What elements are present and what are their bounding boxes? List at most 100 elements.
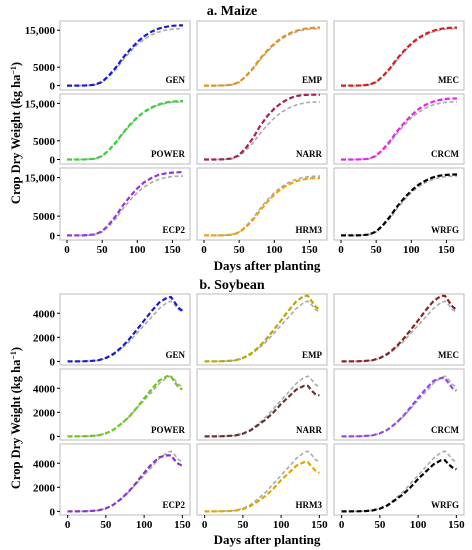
soybean-x-axis-label: Days after planting [214, 532, 321, 547]
panel-label: NARR [296, 149, 322, 159]
panel-frame [333, 293, 465, 366]
x-tick-label: 150 [174, 519, 191, 531]
soybean-y-axis-label: Crop Dry Weight (kg ha−1) [9, 347, 24, 489]
y-tick-label: 2000 [33, 332, 56, 344]
x-tick-label: 100 [129, 244, 146, 256]
series-line-mec [341, 294, 458, 363]
x-tick-label: 50 [237, 519, 249, 531]
maize-panel-mec: MEC [333, 20, 465, 91]
reference-series-line [204, 300, 320, 363]
panel-frame [196, 20, 328, 91]
x-tick-label: 50 [374, 519, 386, 531]
reference-series-line [67, 450, 183, 513]
series-line-ecp2 [67, 171, 183, 237]
x-tick-label: 50 [234, 244, 246, 256]
x-tick-label: 150 [164, 244, 181, 256]
x-tick-label: 0 [339, 519, 345, 531]
maize-panel-wrfg: WRFG 0 50 100 150 [333, 167, 465, 256]
panel-frame [196, 293, 328, 366]
y-tick-label: 2000 [33, 482, 56, 494]
y-tick-label: 15,000 [25, 98, 56, 110]
series-line-mec [341, 26, 457, 87]
y-tick-label: 5000 [33, 62, 56, 74]
x-tick-label: 0 [201, 244, 207, 256]
x-tick-label: 0 [202, 519, 208, 531]
reference-series-line [204, 450, 320, 513]
panel-frame [59, 293, 191, 366]
soybean-panel-wrfg: WRFG 0 50 100 150 [333, 443, 465, 531]
x-tick-label: 100 [403, 244, 420, 256]
y-tick-label: 5000 [33, 211, 56, 223]
panel-label: GEN [165, 350, 185, 360]
maize-y-axis-label: Crop Dry Weight (kg ha−1) [9, 62, 24, 204]
panel-frame [333, 368, 465, 441]
soybean-panel-ecp2: ECP2 0 2000 4000 0 50 100 150 [33, 443, 191, 531]
maize-panel-power: POWER 0 5000 15,000 [25, 93, 191, 167]
maize-panel-crcm: CRCM [333, 93, 465, 165]
panel-label: HRM3 [296, 500, 323, 510]
maize-x-axis-label: Days after planting [214, 258, 321, 273]
panel-label: GEN [165, 75, 185, 85]
panel-label: EMP [302, 350, 322, 360]
panel-label: MEC [438, 350, 459, 360]
y-tick-label: 0 [50, 155, 56, 167]
x-tick-label: 150 [438, 244, 455, 256]
panel-label: POWER [151, 149, 186, 159]
panel-label: NARR [296, 425, 322, 435]
y-tick-label: 0 [50, 81, 56, 93]
panel-frame [196, 443, 328, 516]
y-tick-label: 0 [50, 230, 56, 242]
reference-series-line [204, 375, 320, 438]
series-line-narr [204, 93, 320, 161]
x-tick-label: 0 [65, 519, 71, 531]
series-line-emp [204, 294, 321, 363]
panel-label: WRFG [431, 500, 459, 510]
y-tick-label: 4000 [33, 383, 56, 395]
panel-label: HRM3 [296, 225, 323, 235]
y-tick-label: 0 [50, 506, 56, 518]
series-line-narr [204, 384, 320, 438]
y-tick-label: 2000 [33, 407, 56, 419]
series-line-power [67, 99, 183, 161]
maize-panel-narr: NARR [196, 93, 328, 165]
panel-label: EMP [302, 75, 322, 85]
panel-label: ECP2 [163, 500, 186, 510]
soybean-panel-narr: NARR [196, 368, 328, 441]
series-line-hrm3 [204, 176, 320, 237]
series-line-gen [67, 295, 184, 363]
x-tick-label: 100 [266, 244, 283, 256]
panel-label: CRCM [431, 425, 459, 435]
reference-series-line [341, 450, 457, 513]
series-line-power [67, 375, 183, 438]
maize-panel-hrm3: HRM3 0 50 100 150 [196, 167, 328, 256]
series-line-wrfg [341, 459, 457, 513]
x-tick-label: 150 [448, 519, 465, 531]
x-tick-label: 0 [338, 244, 344, 256]
soybean-section-title: b. Soybean [199, 278, 265, 293]
panel-frame [196, 368, 328, 441]
soybean-panel-crcm: CRCM [333, 368, 465, 441]
series-line-wrfg [341, 173, 457, 237]
x-tick-label: 50 [371, 244, 383, 256]
soybean-panel-mec: MEC [333, 293, 465, 366]
y-tick-label: 15,000 [25, 173, 56, 185]
reference-series-line [341, 375, 457, 438]
x-tick-label: 50 [97, 244, 109, 256]
series-line-hrm3 [204, 461, 320, 513]
soybean-panel-grid: GEN 0 2000 4000 EMP MEC POWER 0 2000 4000 NARR CRCM… [33, 293, 465, 531]
soybean-panel-power: POWER 0 2000 4000 [33, 368, 191, 443]
panel-label: MEC [438, 75, 459, 85]
x-tick-label: 150 [311, 519, 328, 531]
maize-panel-gen: GEN 0 5000 15,000 [25, 20, 191, 93]
y-tick-label: 15,000 [25, 25, 56, 37]
x-tick-label: 100 [273, 519, 290, 531]
x-tick-label: 100 [410, 519, 427, 531]
x-tick-label: 50 [100, 519, 112, 531]
maize-panel-emp: EMP [196, 20, 328, 91]
y-tick-label: 0 [50, 356, 56, 368]
series-line-crcm [341, 97, 457, 161]
y-tick-label: 0 [50, 431, 56, 443]
y-tick-label: 4000 [33, 308, 56, 320]
maize-panel-ecp2: ECP2 0 5000 15,000 0 50 100 150 [25, 167, 191, 256]
